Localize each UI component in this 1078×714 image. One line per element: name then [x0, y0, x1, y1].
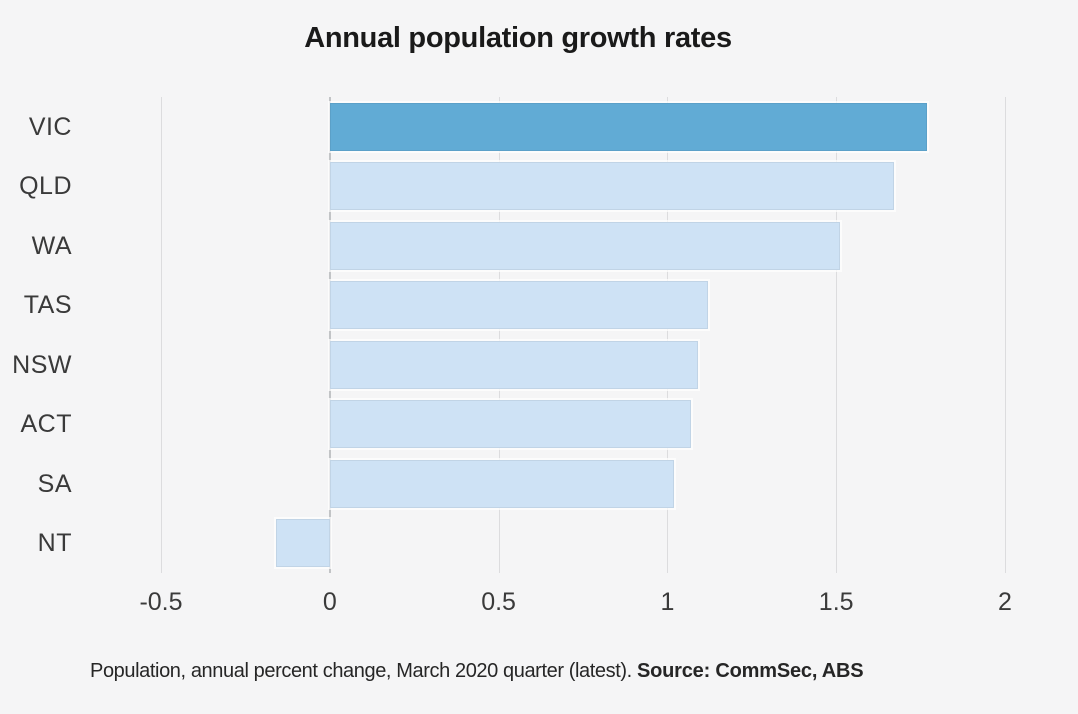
bar-act: [329, 400, 692, 449]
bar-qld: [329, 162, 894, 211]
x-tick-label-1.5: 1.5: [818, 588, 854, 616]
gridline-1.5: [836, 97, 838, 573]
y-axis-label-qld: QLD: [19, 172, 72, 201]
gridline-2: [1005, 97, 1006, 573]
x-tick-label--0.5: -0.5: [139, 588, 183, 616]
y-axis-label-tas: TAS: [23, 291, 72, 320]
gridline-0.5: [498, 97, 500, 573]
chart-title: Annual population growth rates: [304, 22, 732, 54]
bar-wa: [329, 221, 840, 270]
zero-axis-line: [328, 97, 331, 573]
bar-sa: [329, 459, 675, 508]
bar-vic: [329, 102, 928, 151]
y-axis-label-wa: WA: [31, 231, 72, 260]
gridline--0.5: [161, 97, 162, 573]
x-tick-label-2: 2: [998, 588, 1012, 616]
caption-source: Source: CommSec, ABS: [636, 660, 864, 682]
x-tick-label-0: 0: [322, 588, 337, 616]
y-axis-label-nt: NT: [37, 529, 72, 558]
chart-caption: Population, annual percent change, March…: [90, 660, 864, 683]
y-axis-label-vic: VIC: [28, 112, 72, 141]
plot-area: [161, 97, 1006, 573]
y-axis-label-sa: SA: [37, 469, 72, 498]
gridline-1: [667, 97, 669, 573]
x-tick-label-0.5: 0.5: [481, 588, 516, 616]
x-tick-label-1: 1: [660, 588, 675, 616]
bar-tas: [329, 281, 708, 330]
y-axis-label-act: ACT: [20, 410, 72, 439]
bar-nsw: [329, 340, 698, 389]
caption-text: Population, annual percent change, March…: [90, 660, 637, 682]
bar-nt: [275, 519, 330, 568]
y-axis-label-nsw: NSW: [12, 350, 72, 379]
